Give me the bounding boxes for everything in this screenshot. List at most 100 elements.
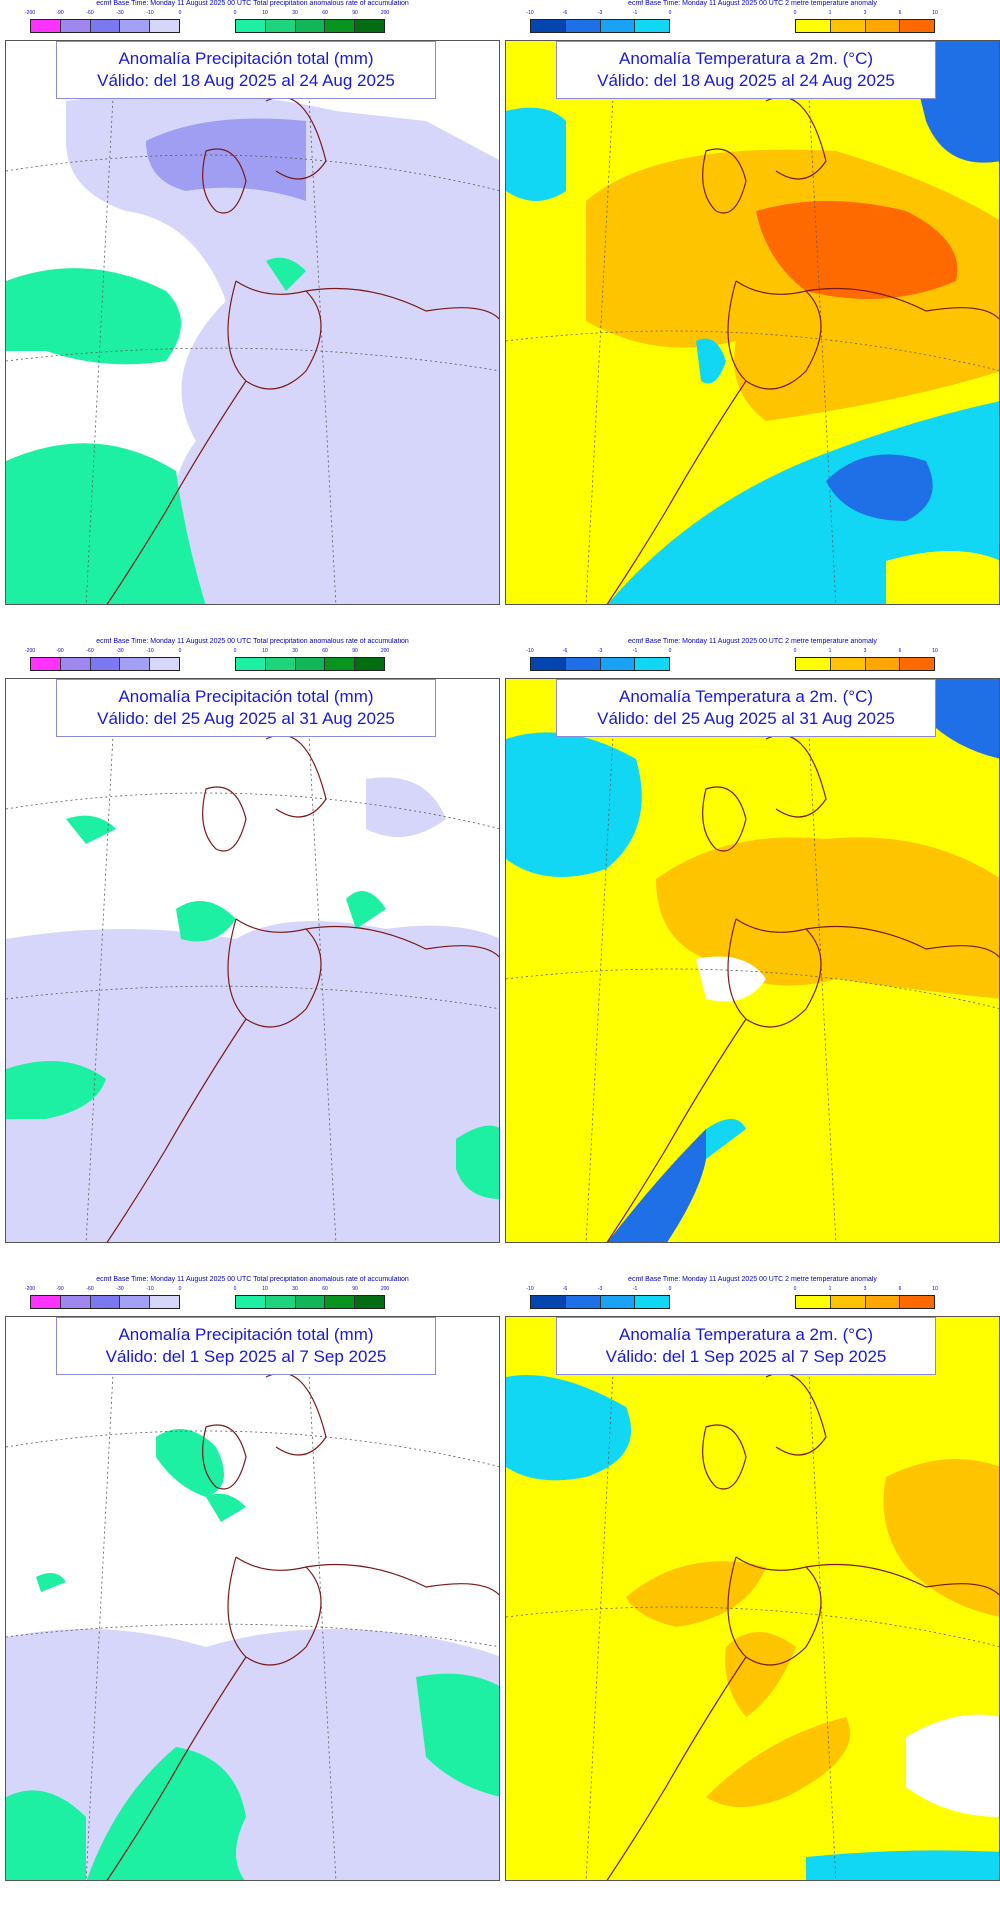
precip-legend: ecmf Base Time: Monday 11 August 2025 00… (5, 1276, 500, 1326)
tick-label: -60 (86, 648, 94, 654)
tick-label: -6 (562, 10, 568, 16)
color-bar (530, 1295, 670, 1309)
tick-label: -30 (116, 648, 124, 654)
map-title: Anomalía Precipitación total (mm) (118, 687, 374, 706)
map-title-box: Anomalía Temperatura a 2m. (°C) Válido: … (556, 1317, 936, 1375)
precip-negative-scale: -200 -90 -60 -30 -10 0 (25, 648, 181, 672)
tick-label: 30 (292, 1286, 298, 1292)
tick-label: 6 (898, 1286, 902, 1292)
tick-label: -200 (24, 1286, 36, 1292)
tick-label: -6 (562, 1286, 568, 1292)
temp-negative-scale: -10 -6 -3 -1 0 (526, 1286, 671, 1310)
tick-label: -10 (526, 1286, 534, 1292)
precip-panel-week1: ecmf Base Time: Monday 11 August 2025 00… (5, 0, 500, 605)
tick-label: -10 (146, 1286, 154, 1292)
temp-negative-scale: -10 -6 -3 -1 0 (526, 10, 671, 34)
map-title-box: Anomalía Precipitación total (mm) Válido… (56, 679, 436, 737)
tick-label: 60 (322, 1286, 328, 1292)
temp-panel-week1: ecmf Base Time: Monday 11 August 2025 00… (505, 0, 1000, 605)
tick-label: -10 (526, 648, 534, 654)
tick-label: 0 (793, 648, 797, 654)
tick-label: 0 (793, 10, 797, 16)
tick-label: 10 (932, 1286, 938, 1292)
tick-label: 200 (380, 648, 390, 654)
tick-label: 6 (898, 10, 902, 16)
temp-positive-scale: 0 1 3 6 10 (793, 1286, 938, 1310)
color-bar (530, 19, 670, 33)
tick-label: 0 (233, 1286, 237, 1292)
tick-label: -10 (146, 10, 154, 16)
color-bar (795, 19, 935, 33)
tick-label: -200 (24, 10, 36, 16)
precip-legend: ecmf Base Time: Monday 11 August 2025 00… (5, 638, 500, 688)
tick-label: 60 (322, 10, 328, 16)
tick-label: -3 (597, 648, 603, 654)
map-title: Anomalía Temperatura a 2m. (°C) (618, 1325, 874, 1344)
tick-label: 0 (233, 648, 237, 654)
validity-period: Válido: del 1 Sep 2025 al 7 Sep 2025 (105, 1347, 387, 1366)
precip-map: Anomalía Precipitación total (mm) Válido… (5, 1316, 500, 1881)
color-bar (235, 657, 385, 671)
map-title: Anomalía Temperatura a 2m. (°C) (618, 49, 874, 68)
tick-label: 200 (380, 10, 390, 16)
legend-header: ecmf Base Time: Monday 11 August 2025 00… (628, 0, 877, 7)
tick-label: 30 (292, 10, 298, 16)
color-bar (795, 657, 935, 671)
map-title-box: Anomalía Precipitación total (mm) Válido… (56, 1317, 436, 1375)
precip-map: Anomalía Precipitación total (mm) Válido… (5, 40, 500, 605)
tick-label: -90 (56, 1286, 64, 1292)
tick-label: 3 (863, 1286, 867, 1292)
temp-panel-week2: ecmf Base Time: Monday 11 August 2025 00… (505, 638, 1000, 1243)
temp-positive-scale: 0 1 3 6 10 (793, 648, 938, 672)
temp-positive-scale: 0 1 3 6 10 (793, 10, 938, 34)
tick-label: -200 (24, 648, 36, 654)
tick-label: 90 (352, 1286, 358, 1292)
map-title: Anomalía Temperatura a 2m. (°C) (618, 687, 874, 706)
temp-map: Anomalía Temperatura a 2m. (°C) Válido: … (505, 40, 1000, 605)
tick-label: 1 (828, 10, 832, 16)
tick-label: -1 (632, 10, 638, 16)
precip-map: Anomalía Precipitación total (mm) Válido… (5, 678, 500, 1243)
temp-legend: ecmf Base Time: Monday 11 August 2025 00… (505, 1276, 1000, 1326)
precip-positive-scale: 0 10 30 60 90 200 (233, 648, 389, 672)
tick-label: 0 (793, 1286, 797, 1292)
precip-positive-scale: 0 10 30 60 90 200 (233, 10, 389, 34)
tick-label: 10 (932, 648, 938, 654)
precip-negative-scale: -200 -90 -60 -30 -10 0 (25, 10, 182, 34)
tick-label: 10 (262, 648, 268, 654)
tick-label: 60 (322, 648, 328, 654)
precip-negative-scale: -200 -90 -60 -30 -10 0 (25, 1286, 181, 1310)
temp-panel-week3: ecmf Base Time: Monday 11 August 2025 00… (505, 1276, 1000, 1881)
tick-label: -1 (632, 1286, 638, 1292)
color-bar (30, 657, 180, 671)
legend-header: ecmf Base Time: Monday 11 August 2025 00… (96, 1276, 409, 1283)
color-bar (530, 657, 670, 671)
tick-label: 3 (863, 10, 867, 16)
tick-label: 0 (233, 10, 237, 16)
validity-period: Válido: del 25 Aug 2025 al 31 Aug 2025 (97, 709, 395, 728)
legend-header: ecmf Base Time: Monday 11 August 2025 00… (96, 638, 409, 645)
tick-label: 10 (262, 10, 268, 16)
precip-positive-scale: 0 10 30 60 90 200 (233, 1286, 389, 1310)
tick-label: 0 (178, 10, 182, 16)
tick-label: -1 (632, 648, 638, 654)
precip-legend: ecmf Base Time: Monday 11 August 2025 00… (5, 0, 500, 50)
color-bar (30, 1295, 180, 1309)
tick-label: 6 (898, 648, 902, 654)
validity-period: Válido: del 1 Sep 2025 al 7 Sep 2025 (605, 1347, 887, 1366)
tick-label: -3 (597, 1286, 603, 1292)
validity-period: Válido: del 25 Aug 2025 al 31 Aug 2025 (597, 709, 895, 728)
color-bar (795, 1295, 935, 1309)
precip-panel-week3: ecmf Base Time: Monday 11 August 2025 00… (5, 1276, 500, 1881)
map-title-box: Anomalía Precipitación total (mm) Válido… (56, 41, 436, 99)
tick-label: 90 (352, 648, 358, 654)
legend-header: ecmf Base Time: Monday 11 August 2025 00… (628, 1276, 877, 1283)
tick-label: 0 (668, 648, 672, 654)
temp-legend: ecmf Base Time: Monday 11 August 2025 00… (505, 638, 1000, 688)
tick-label: -60 (86, 1286, 94, 1292)
tick-label: 10 (932, 10, 938, 16)
tick-label: -10 (526, 10, 534, 16)
color-bar (235, 19, 385, 33)
tick-label: 3 (863, 648, 867, 654)
tick-label: -30 (116, 10, 124, 16)
